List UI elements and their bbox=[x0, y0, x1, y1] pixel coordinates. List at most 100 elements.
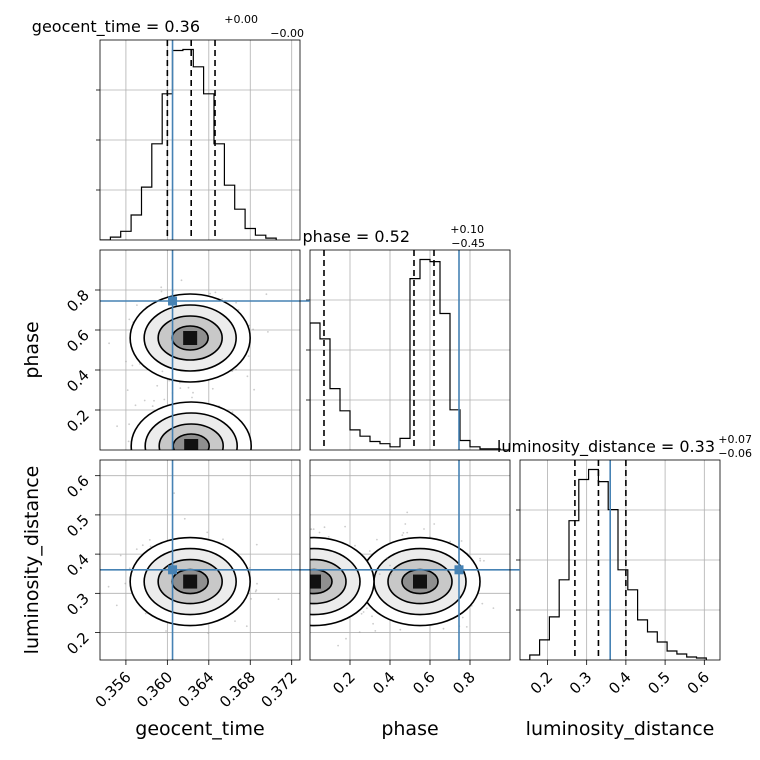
scatter-panel-geocent-time-vs-phase-sample-dot bbox=[111, 467, 113, 469]
title-luminosity-distance-sup: +0.07 bbox=[718, 433, 752, 446]
scatter-panel-phase-vs-luminosity-distance-truth-marker bbox=[454, 565, 464, 575]
scatter-panel-geocent-time-vs-luminosity-distance-sample-dot bbox=[255, 543, 258, 546]
scatter-panel-phase-vs-luminosity-distance-sample-dot bbox=[449, 540, 452, 543]
x-axis-label-geocent-time: geocent_time bbox=[135, 718, 264, 740]
scatter-panel-geocent-time-vs-luminosity-distance-sample-dot bbox=[119, 554, 122, 557]
scatter-panel-geocent-time-vs-phase-sample-dot bbox=[152, 478, 154, 480]
scatter-panel-geocent-time-vs-luminosity-distance-density-peak-0 bbox=[183, 574, 198, 589]
title-phase-main: phase = 0.52 bbox=[303, 227, 410, 246]
scatter-panel-geocent-time-vs-phase-sample-dot bbox=[203, 469, 205, 471]
scatter-panel-geocent-time-vs-phase-sample-dot bbox=[194, 462, 196, 464]
scatter-panel-geocent-time-vs-phase-sample-dot bbox=[199, 480, 201, 482]
scatter-panel-phase-vs-luminosity-distance-sample-dot bbox=[305, 572, 307, 574]
scatter-panel-phase-vs-luminosity-distance-sample-dot bbox=[360, 612, 363, 615]
scatter-panel-geocent-time-vs-phase-sample-dot bbox=[116, 425, 118, 428]
x-axis-label-phase: phase bbox=[381, 718, 438, 740]
scatter-panel-phase-vs-luminosity-distance-sample-dot bbox=[288, 576, 290, 578]
scatter-panel-phase-vs-luminosity-distance-sample-dot bbox=[288, 603, 290, 605]
scatter-panel-geocent-time-vs-luminosity-distance-content bbox=[107, 492, 280, 634]
scatter-panel-geocent-time-vs-phase-sample-dot bbox=[187, 458, 189, 460]
scatter-panel-phase-vs-luminosity-distance-sample-dot bbox=[368, 550, 371, 552]
scatter-panel-phase-vs-luminosity-distance-sample-dot bbox=[323, 526, 326, 529]
scatter-panel-phase-vs-luminosity-distance-sample-dot bbox=[479, 557, 481, 560]
x-tick-label-geocent-time-3: 0.368 bbox=[216, 668, 259, 711]
scatter-panel-phase-vs-luminosity-distance-sample-dot bbox=[275, 589, 277, 591]
scatter-panel-geocent-time-vs-phase-sample-dot bbox=[235, 368, 237, 371]
scatter-panel-geocent-time-vs-phase-sample-dot bbox=[191, 396, 193, 399]
scatter-panel-geocent-time-vs-phase-sample-dot bbox=[252, 328, 255, 331]
x-tick-label-phase-1: 0.4 bbox=[369, 668, 399, 698]
scatter-panel-phase-vs-luminosity-distance-sample-dot bbox=[280, 611, 282, 613]
scatter-panel-phase-vs-luminosity-distance-sample-dot bbox=[295, 586, 297, 588]
scatter-panel-geocent-time-vs-phase-sample-dot bbox=[179, 477, 181, 479]
scatter-panel-phase-vs-luminosity-distance-sample-dot bbox=[284, 606, 286, 608]
scatter-panel-geocent-time-vs-phase-sample-dot bbox=[151, 405, 154, 407]
scatter-panel-phase-vs-luminosity-distance-sample-dot bbox=[271, 565, 273, 567]
scatter-panel-phase-vs-luminosity-distance-sample-dot bbox=[274, 627, 276, 629]
y-axis-label-luminosity-distance: luminosity_distance bbox=[21, 466, 43, 655]
scatter-panel-geocent-time-vs-phase-sample-dot bbox=[151, 464, 153, 466]
scatter-panel-phase-vs-luminosity-distance bbox=[257, 459, 520, 661]
scatter-panel-phase-vs-luminosity-distance-sample-dot bbox=[294, 574, 296, 576]
scatter-panel-phase-vs-luminosity-distance-sample-dot bbox=[257, 608, 259, 610]
scatter-panel-phase-vs-luminosity-distance-sample-dot bbox=[298, 580, 300, 582]
scatter-panel-geocent-time-vs-phase-sample-dot bbox=[174, 456, 176, 458]
scatter-panel-geocent-time-vs-phase-sample-dot bbox=[217, 473, 219, 475]
scatter-panel-geocent-time-vs-phase-sample-dot bbox=[156, 384, 159, 387]
scatter-panel-geocent-time-vs-phase-sample-dot bbox=[191, 472, 193, 474]
y-tick-label-phase-0: 0.2 bbox=[63, 406, 93, 436]
scatter-panel-phase-vs-luminosity-distance-sample-dot bbox=[282, 597, 284, 599]
scatter-panel-phase-vs-luminosity-distance-sample-dot bbox=[280, 551, 282, 553]
scatter-panel-phase-vs-luminosity-distance-sample-dot bbox=[304, 581, 306, 583]
x-ticks-phase: 0.2 0.4 0.6 0.8 bbox=[329, 660, 479, 698]
scatter-panel-geocent-time-vs-phase-sample-dot bbox=[227, 455, 229, 457]
scatter-panel-phase-vs-luminosity-distance-sample-dot bbox=[281, 634, 283, 636]
scatter-panel-phase-vs-luminosity-distance-sample-dot bbox=[272, 576, 274, 578]
scatter-panel-phase-vs-luminosity-distance-sample-dot bbox=[284, 599, 286, 601]
scatter-panel-geocent-time-vs-phase-sample-dot bbox=[232, 476, 234, 478]
scatter-panel-geocent-time-vs-phase-sample-dot bbox=[178, 517, 180, 519]
scatter-panel-phase-vs-luminosity-distance-sample-dot bbox=[288, 577, 290, 579]
scatter-panel-phase-vs-luminosity-distance-sample-dot bbox=[433, 523, 436, 525]
x-ticks-luminosity-distance: 0.2 0.3 0.4 0.5 0.6 bbox=[527, 660, 713, 698]
title-geocent-time-sub: −0.00 bbox=[270, 27, 304, 40]
scatter-panel-phase-vs-luminosity-distance-sample-dot bbox=[304, 574, 306, 576]
scatter-panel-phase-vs-luminosity-distance-sample-dot bbox=[297, 581, 299, 583]
scatter-panel-geocent-time-vs-phase-sample-dot bbox=[128, 318, 131, 321]
scatter-panel-phase-vs-luminosity-distance-sample-dot bbox=[376, 538, 378, 541]
scatter-panel-geocent-time-vs-phase-sample-dot bbox=[215, 496, 217, 498]
scatter-panel-geocent-time-vs-phase-sample-dot bbox=[199, 499, 201, 501]
scatter-panel-phase-vs-luminosity-distance-sample-dot bbox=[275, 610, 277, 612]
scatter-panel-phase-vs-luminosity-distance-sample-dot bbox=[302, 604, 304, 606]
scatter-panel-geocent-time-vs-phase-sample-dot bbox=[126, 389, 129, 391]
scatter-panel-phase-vs-luminosity-distance-sample-dot bbox=[305, 578, 307, 580]
scatter-panel-phase-vs-luminosity-distance-sample-dot bbox=[399, 628, 402, 631]
scatter-panel-geocent-time-vs-phase-sample-dot bbox=[197, 472, 199, 474]
scatter-panel-phase-vs-luminosity-distance-sample-dot bbox=[292, 580, 294, 582]
scatter-panel-phase-vs-luminosity-distance-sample-dot bbox=[286, 583, 288, 585]
scatter-panel-phase-vs-luminosity-distance-sample-dot bbox=[269, 590, 271, 592]
scatter-panel-phase-vs-luminosity-distance-sample-dot bbox=[295, 573, 297, 575]
scatter-panel-geocent-time-vs-phase-sample-dot bbox=[241, 451, 243, 453]
scatter-panel-phase-vs-luminosity-distance-sample-dot bbox=[305, 602, 307, 604]
scatter-panel-phase-vs-luminosity-distance-sample-dot bbox=[263, 573, 265, 575]
scatter-panel-geocent-time-vs-luminosity-distance-sample-dot bbox=[250, 598, 253, 600]
scatter-panel-phase-vs-luminosity-distance-sample-dot bbox=[386, 557, 388, 559]
scatter-panel-geocent-time-vs-phase-sample-dot bbox=[248, 324, 251, 327]
scatter-panel-geocent-time-vs-phase-sample-dot bbox=[134, 404, 137, 407]
title-geocent-time-main: geocent_time = 0.36 bbox=[32, 17, 200, 37]
scatter-panel-geocent-time-vs-phase-sample-dot bbox=[183, 466, 185, 468]
scatter-panel-phase-vs-luminosity-distance-sample-dot bbox=[374, 630, 377, 632]
scatter-panel-phase-vs-luminosity-distance-sample-dot bbox=[283, 630, 285, 632]
scatter-panel-phase-vs-luminosity-distance-sample-dot bbox=[306, 572, 308, 574]
scatter-panel-geocent-time-vs-phase-sample-dot bbox=[203, 456, 205, 458]
scatter-panel-phase-vs-luminosity-distance-sample-dot bbox=[308, 595, 310, 597]
x-tick-label-geocent-time-4: 0.372 bbox=[257, 668, 300, 711]
scatter-panel-geocent-time-vs-phase-sample-dot bbox=[211, 457, 213, 459]
scatter-panel-geocent-time-vs-luminosity-distance-sample-dot bbox=[135, 548, 138, 551]
scatter-panel-geocent-time-vs-phase-sample-dot bbox=[147, 477, 149, 479]
scatter-panel-phase-vs-luminosity-distance-sample-dot bbox=[296, 623, 298, 625]
scatter-panel-phase-vs-luminosity-distance-sample-dot bbox=[307, 575, 309, 577]
scatter-panel-phase-vs-luminosity-distance-sample-dot bbox=[276, 567, 278, 569]
scatter-panel-geocent-time-vs-luminosity-distance-sample-dot bbox=[207, 632, 210, 634]
